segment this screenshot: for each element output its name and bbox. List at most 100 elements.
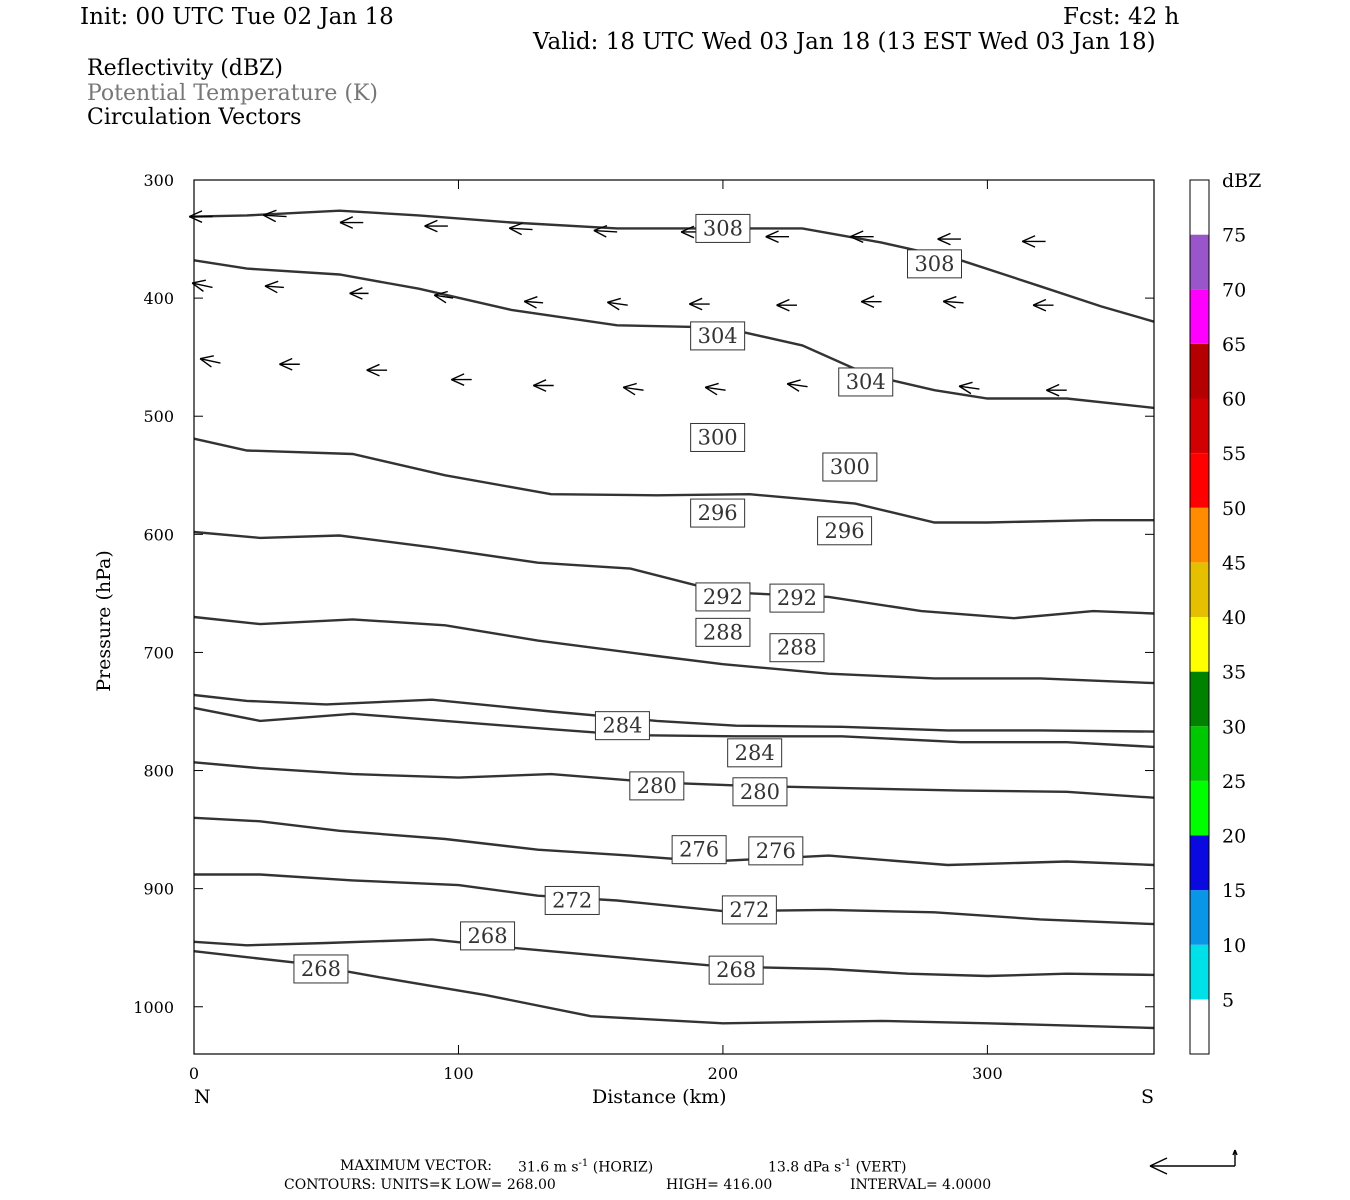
colorbar-label: 20 [1222, 826, 1246, 848]
colorbar-unit: dBZ [1222, 170, 1261, 192]
x-tick-label: 0 [189, 1064, 199, 1083]
circulation-vector [704, 382, 726, 396]
circulation-vector [533, 379, 554, 392]
contour-label-box [690, 498, 746, 528]
colorbar-segment [1190, 835, 1209, 891]
colorbar-label: 25 [1222, 771, 1246, 793]
contour-label-box [732, 777, 788, 807]
legend-reflectivity: Reflectivity (dBZ) [87, 56, 283, 81]
max-vector-vert-value: 13.8 dPa s [768, 1159, 842, 1176]
contour-label: 292 [777, 586, 817, 610]
plot-frame [193, 179, 1155, 1055]
contour-label: 296 [698, 501, 738, 525]
contour-label-box [721, 895, 777, 925]
circulation-vector [689, 297, 710, 311]
circulation-vector [433, 290, 454, 304]
circulation-vector [786, 379, 808, 392]
circulation-vector [523, 296, 544, 309]
colorbar-label: 40 [1222, 607, 1246, 629]
theta-contour-276 [193, 816, 1155, 867]
max-vector-horiz-exponent: -1 [578, 1158, 589, 1169]
colorbar-label: 30 [1222, 716, 1246, 738]
theta-contour-308 [193, 209, 1155, 323]
contour-label-box [769, 633, 825, 663]
circulation-vector [776, 298, 797, 312]
circulation-vector [188, 210, 213, 223]
circulation-vector [1032, 298, 1054, 312]
contour-label: 288 [777, 636, 817, 660]
theta-contour-284 [193, 706, 1155, 749]
contour-label-box [708, 955, 764, 985]
colorbar-segment [1190, 234, 1209, 290]
contour-label-box [460, 921, 516, 951]
colorbar-segment [1190, 507, 1209, 563]
contour-label-box [838, 367, 894, 397]
theta-contour-268 [193, 950, 1155, 1030]
theta-contour-292 [193, 615, 1155, 685]
contour-label-box [695, 213, 751, 243]
max-vector-horiz-unit: (HORIZ) [592, 1159, 654, 1176]
contour-label-box [629, 771, 685, 801]
x-axis-label: Distance (km) [592, 1086, 727, 1108]
colorbar-segment [1190, 671, 1209, 727]
contour-label: 272 [729, 898, 769, 922]
contour-label: 268 [301, 957, 341, 981]
theta-contour-300 [193, 437, 1154, 524]
contour-label: 304 [698, 324, 738, 348]
colorbar-frame [1189, 179, 1210, 1055]
circulation-vector [191, 279, 213, 292]
circulation-vector [508, 222, 533, 236]
contour-label-box [727, 738, 783, 768]
colorbar-label: 50 [1222, 498, 1246, 520]
colorbar-segment [1190, 562, 1209, 617]
circulation-vector [850, 230, 874, 244]
contour-label: 300 [698, 425, 738, 449]
y-tick-label: 800 [143, 762, 174, 781]
circulation-vector [937, 232, 961, 246]
contour-labels: 308 308 304 304 300 300 296 296 292 292 288 288 284 2… [293, 213, 962, 985]
y-tick-label: 1000 [133, 998, 174, 1017]
circulation-vector [279, 357, 300, 371]
contour-label: 272 [552, 888, 592, 912]
circulation-vector [366, 363, 388, 377]
colorbar-label: 5 [1222, 989, 1234, 1011]
contour-label-box [690, 422, 746, 452]
forecast-hour: Fcst: 42 h [1063, 4, 1180, 30]
max-vector-vert-exponent: -1 [841, 1158, 852, 1169]
colorbar: 5 10 15 20 25 30 35 40 45 50 55 60 65 70 75 dBZ [1189, 170, 1261, 1055]
colorbar-label: 10 [1222, 935, 1246, 957]
init-time: Init: 00 UTC Tue 02 Jan 18 [80, 4, 394, 30]
colorbar-segment [1190, 944, 1209, 1000]
contour-label-box [769, 583, 825, 613]
contour-label-box [544, 885, 600, 915]
colorbar-segment [1190, 289, 1209, 344]
circulation-vector [264, 280, 284, 294]
contour-label: 276 [756, 839, 796, 863]
contour-label-box [695, 617, 751, 647]
colorbar-segment [1190, 617, 1209, 672]
theta-contours [193, 209, 1155, 1030]
contour-label-box [594, 711, 650, 741]
contour-label-box [671, 835, 727, 865]
reference-vector-icon [1149, 1149, 1238, 1175]
colorbar-label: 35 [1222, 662, 1246, 684]
colorbar-label: 60 [1222, 389, 1246, 411]
contour-label: 296 [825, 519, 865, 543]
max-vector-label: MAXIMUM VECTOR: [340, 1158, 492, 1174]
circulation-vector [1046, 383, 1067, 397]
contours-info: CONTOURS: UNITS=K LOW= 268.00 [284, 1177, 556, 1193]
colorbar-segment [1190, 890, 1209, 945]
circulation-vector [765, 230, 790, 244]
contour-label: 308 [914, 252, 954, 276]
x-tick-label: 200 [708, 1064, 739, 1083]
max-vector-horiz-value: 31.6 m s [518, 1159, 579, 1176]
max-vector-horiz: 31.6 m s-1 (HORIZ) [518, 1158, 653, 1176]
y-tick-label: 400 [143, 289, 174, 308]
x-axis-north: N [194, 1086, 211, 1108]
contour-label: 280 [637, 774, 677, 798]
colorbar-segment [1190, 343, 1209, 399]
contour-label-box [817, 516, 873, 546]
contour-label: 308 [703, 216, 743, 240]
contours-high: HIGH= 416.00 [666, 1177, 773, 1193]
